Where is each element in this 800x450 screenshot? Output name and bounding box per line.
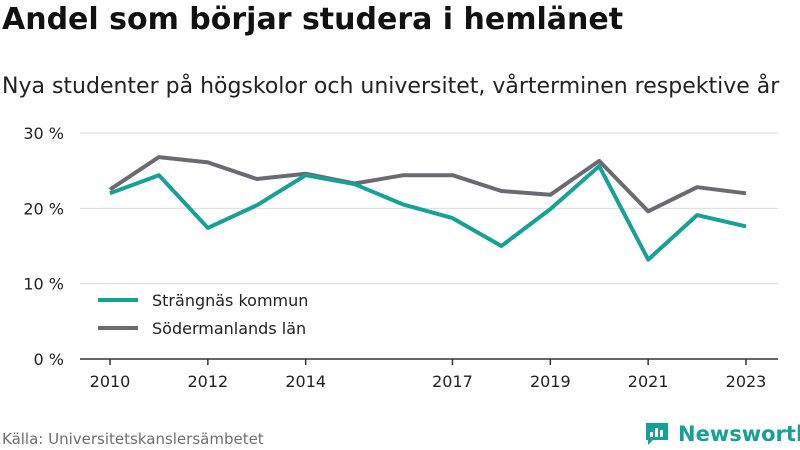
y-axis-labels: 0 % 10 % 20 % 30 % — [23, 124, 64, 369]
x-tick-label: 2023 — [726, 372, 767, 391]
x-axis: 2010 2012 2014 2017 2019 2021 2023 — [80, 358, 778, 391]
x-tick-label: 2012 — [187, 372, 228, 391]
bar-chart-chat-bubble-icon — [646, 423, 668, 445]
y-tick-label: 20 % — [23, 199, 64, 218]
series-lines — [108, 155, 747, 262]
legend-label: Strängnäs kommun — [152, 291, 308, 310]
brand-name: Newsworthy — [678, 422, 800, 446]
brand-logo: Newsworthy — [644, 420, 800, 448]
y-tick-label: 30 % — [23, 124, 64, 143]
source-note: Källa: Universitetskanslersämbetet — [2, 430, 264, 448]
y-tick-label: 10 % — [23, 275, 64, 294]
chart-subtitle: Nya studenter på högskolor och universit… — [2, 74, 780, 99]
chart-title: Andel som börjar studera i hemlänet — [2, 2, 624, 37]
series-line-0 — [109, 164, 747, 262]
x-tick-label: 2019 — [530, 372, 571, 391]
x-tick-label: 2014 — [285, 372, 326, 391]
y-tick-label: 0 % — [34, 350, 64, 369]
series-line-1 — [108, 155, 747, 214]
x-tick-label: 2010 — [90, 372, 131, 391]
legend: Strängnäs kommun Södermanlands län — [98, 291, 308, 338]
x-tick-label: 2021 — [628, 372, 669, 391]
line-chart: 0 % 10 % 20 % 30 % 2010 2012 2014 2017 2019 2021… — [23, 124, 778, 391]
legend-label: Södermanlands län — [152, 319, 306, 338]
x-tick-label: 2017 — [432, 372, 473, 391]
